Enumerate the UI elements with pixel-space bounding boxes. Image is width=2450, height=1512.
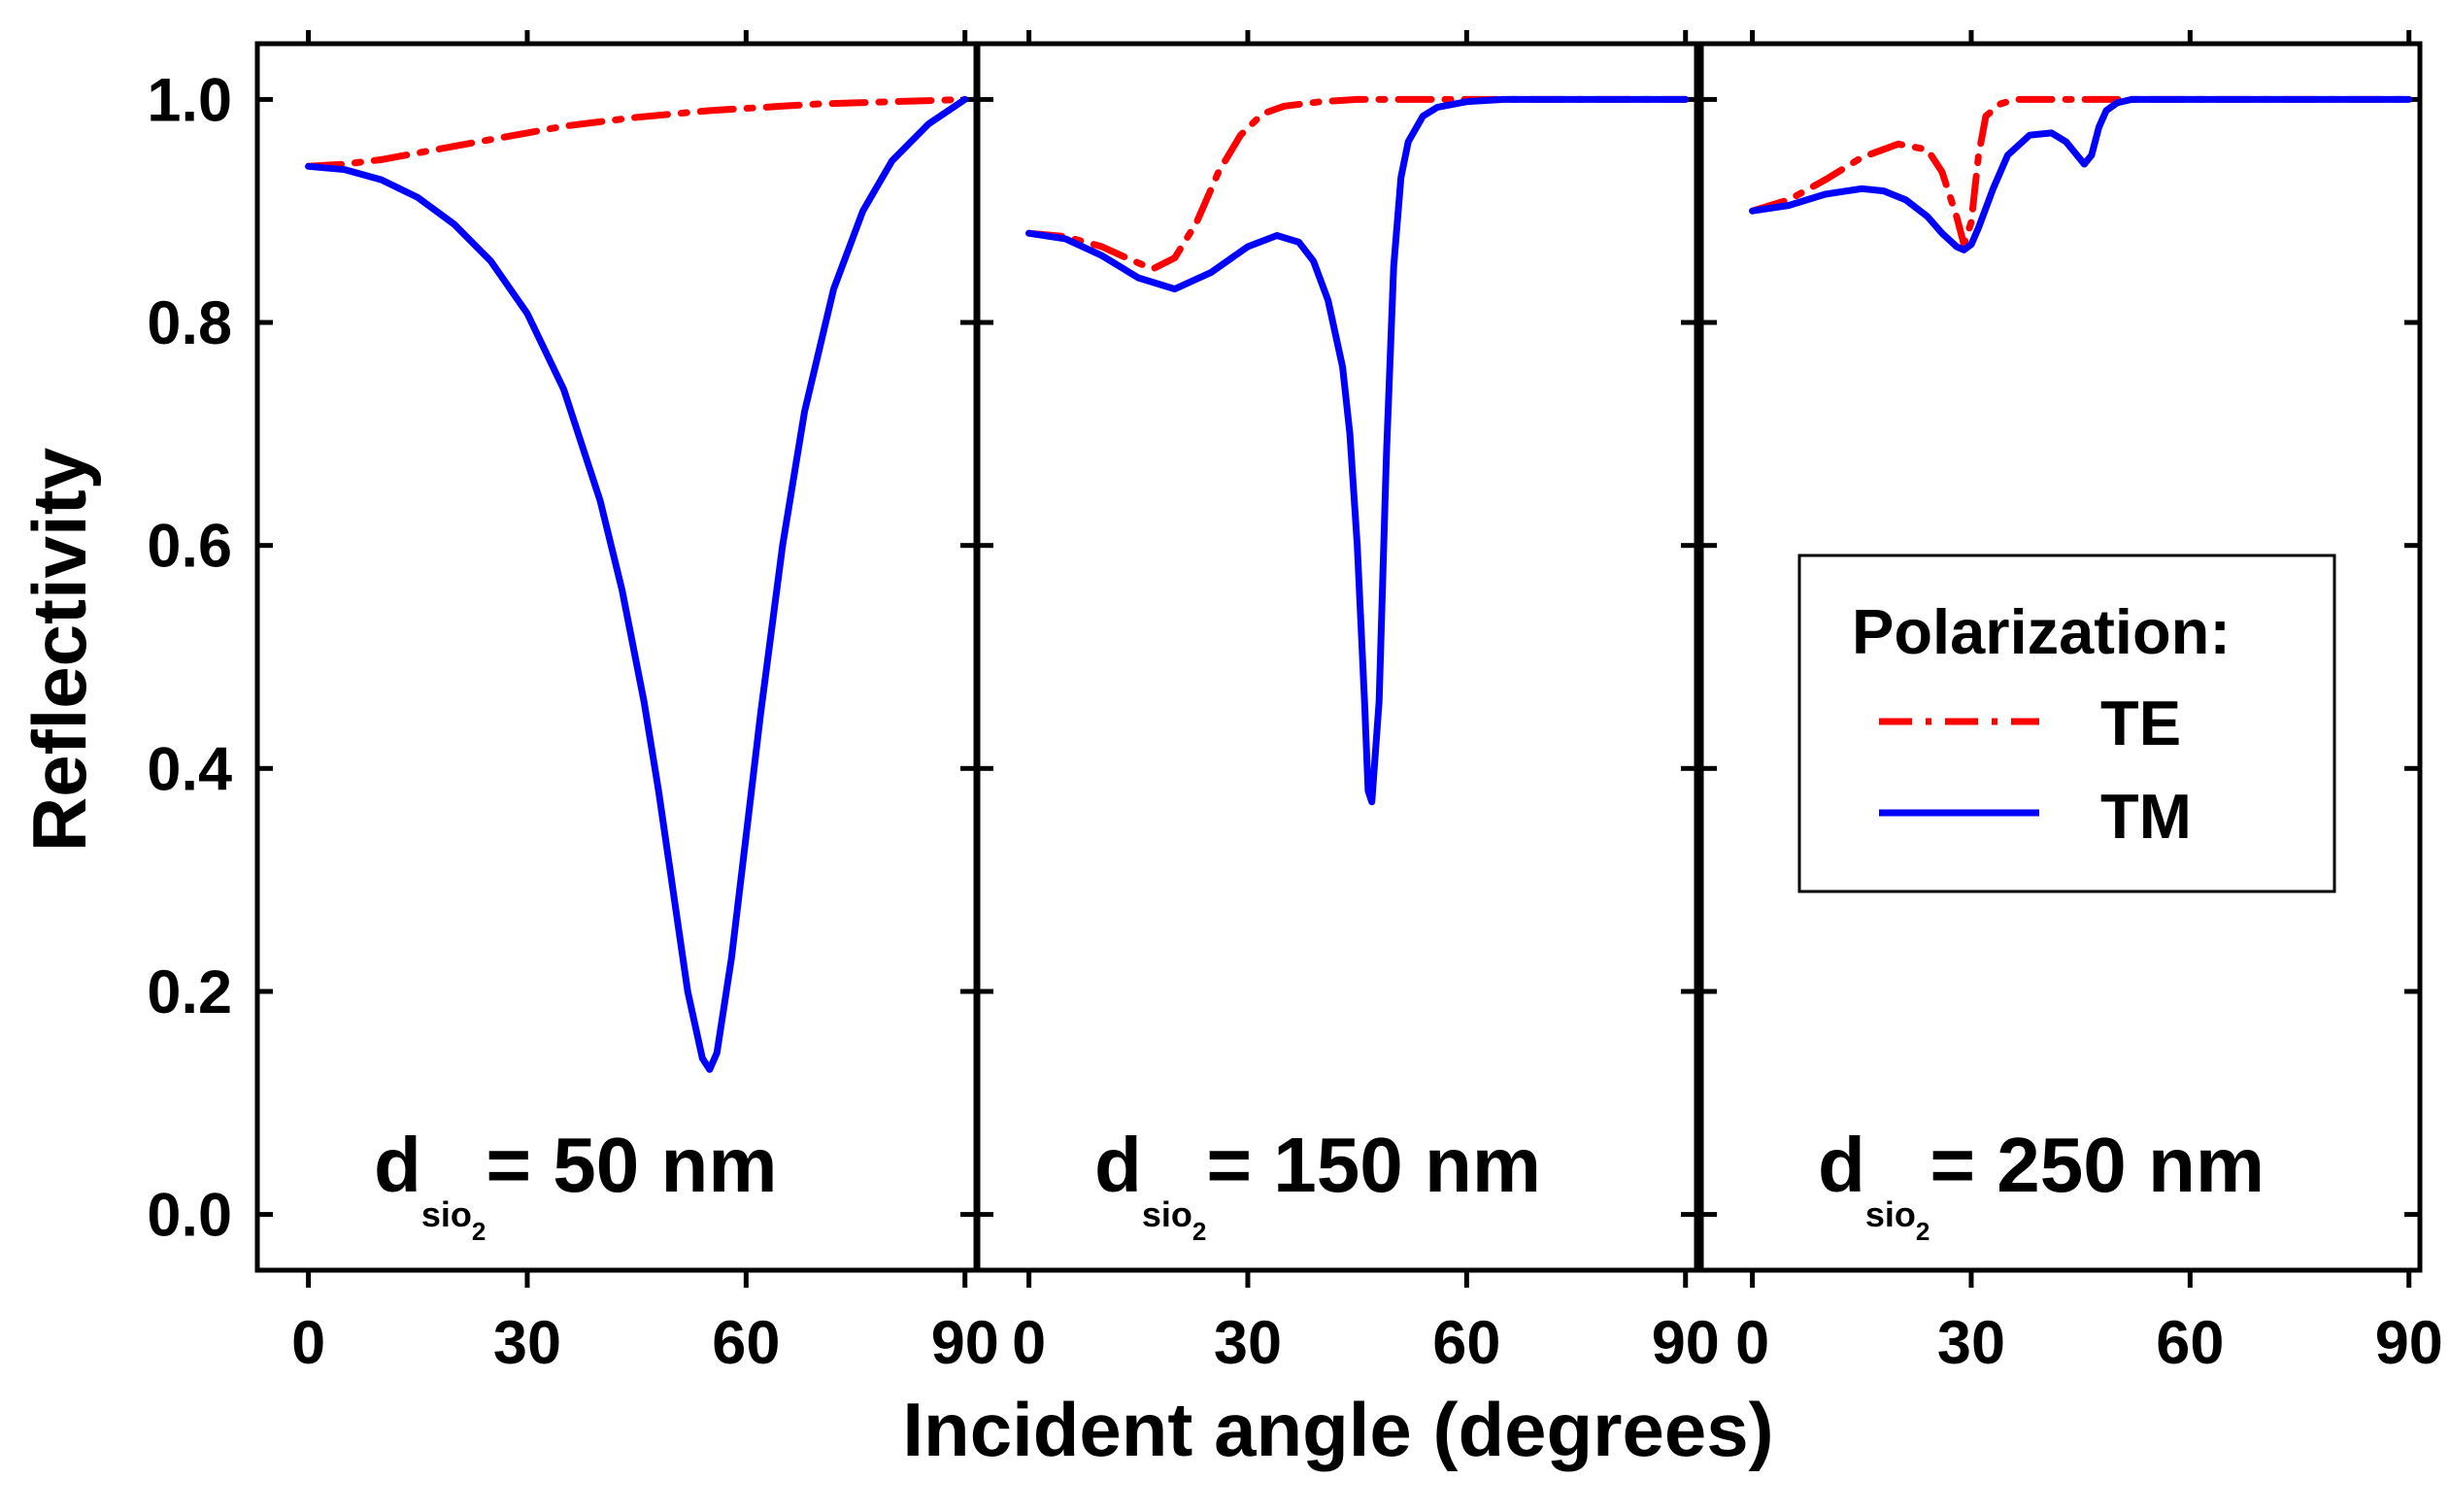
panel-1: 0.0 0.2 0.4 0.6 0.8 1.0 0 30 60 90 dsio2= 50 nm [147, 30, 999, 1377]
x-axis-title: Incident angle (degrees) [902, 1387, 1773, 1472]
panel-label-value: = 150 nm [1206, 1122, 1541, 1208]
series-tm-line [1749, 95, 2413, 253]
panel-label-subsub: 2 [472, 1217, 486, 1246]
panel-label-sub: sio [1142, 1194, 1192, 1234]
legend: Polarization: TE TM [1797, 554, 2336, 893]
panel-2: 0 30 60 90 dsio2= 150 nm [975, 30, 1720, 1377]
x-tick-label: 30 [1214, 1309, 1282, 1377]
x-tick-label: 60 [1432, 1309, 1500, 1377]
x-tick-label: 30 [493, 1309, 561, 1377]
legend-title: Polarization: [1852, 596, 2231, 667]
y-tick-label: 0.8 [147, 289, 232, 357]
x-tick-label: 60 [2156, 1309, 2224, 1377]
panel-label-d: d [374, 1122, 421, 1208]
panel-label-d: d [1094, 1122, 1142, 1208]
y-tick-label: 0.2 [147, 958, 232, 1026]
panel-label-sub: sio [421, 1194, 472, 1234]
series-tm-line [1025, 95, 1690, 806]
panel-label-d: d [1818, 1122, 1865, 1208]
legend-tm-label: TM [2100, 781, 2192, 852]
panel-label-value: = 250 nm [1930, 1122, 2265, 1208]
series-tm-line [305, 95, 969, 1073]
panel-frame [254, 41, 979, 1273]
series-te-line [1025, 95, 1690, 273]
axis-layer: Reflectivity Incident angle (degrees) [17, 448, 1774, 1472]
y-axis-title: Reflectivity [17, 448, 102, 852]
panel-label-subsub: 2 [1916, 1217, 1930, 1246]
panel-label-sub: sio [1865, 1194, 1916, 1234]
x-tick-label: 90 [931, 1309, 999, 1377]
x-tick-label: 90 [2375, 1309, 2443, 1377]
x-tick-label: 30 [1937, 1309, 2005, 1377]
panel-label: dsio2= 150 nm [1094, 1122, 1541, 1246]
panel-frame [975, 41, 1699, 1273]
y-tick-label: 0.4 [147, 735, 232, 803]
y-tick-label: 1.0 [147, 66, 232, 134]
series-te-line [305, 95, 969, 170]
x-tick-label: 0 [1735, 1309, 1769, 1377]
panel-label-value: = 50 nm [486, 1122, 777, 1208]
x-tick-label: 60 [712, 1309, 780, 1377]
x-tick-label: 0 [291, 1309, 325, 1377]
legend-te-label: TE [2100, 688, 2181, 758]
panel-label: dsio2= 250 nm [1818, 1122, 2265, 1246]
y-tick-label: 0.0 [147, 1182, 232, 1250]
x-tick-label: 90 [1652, 1309, 1720, 1377]
y-tick-label: 0.6 [147, 513, 232, 581]
panel-frame [1698, 41, 2423, 1273]
panel-label-subsub: 2 [1192, 1217, 1206, 1246]
panel-3: 0 30 60 90 dsio2= 250 nm [1698, 30, 2443, 1377]
series-te-line [1749, 95, 2413, 249]
panel-label: dsio2= 50 nm [374, 1122, 778, 1246]
x-tick-label: 0 [1012, 1309, 1046, 1377]
